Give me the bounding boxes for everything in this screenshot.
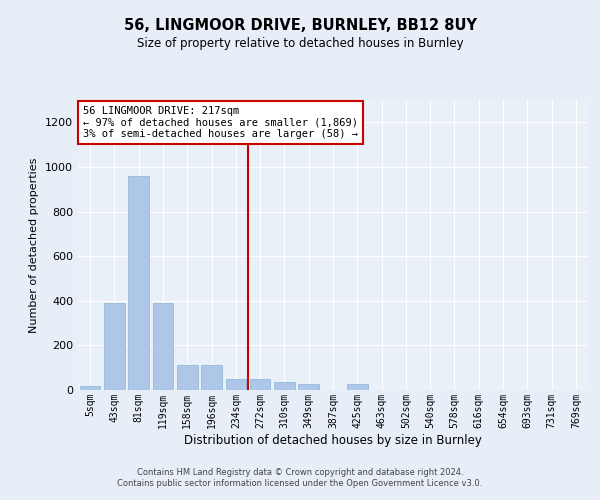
Text: Contains HM Land Registry data © Crown copyright and database right 2024.
Contai: Contains HM Land Registry data © Crown c… xyxy=(118,468,482,487)
Bar xyxy=(250,379,271,390)
Bar xyxy=(298,384,319,390)
Bar xyxy=(177,366,197,390)
Text: 56 LINGMOOR DRIVE: 217sqm
← 97% of detached houses are smaller (1,869)
3% of sem: 56 LINGMOOR DRIVE: 217sqm ← 97% of detac… xyxy=(83,106,358,139)
Bar xyxy=(347,384,368,390)
Bar xyxy=(152,303,173,390)
Bar xyxy=(80,386,100,390)
Text: Size of property relative to detached houses in Burnley: Size of property relative to detached ho… xyxy=(137,38,463,51)
X-axis label: Distribution of detached houses by size in Burnley: Distribution of detached houses by size … xyxy=(184,434,482,446)
Y-axis label: Number of detached properties: Number of detached properties xyxy=(29,158,40,332)
Bar xyxy=(274,382,295,390)
Text: 56, LINGMOOR DRIVE, BURNLEY, BB12 8UY: 56, LINGMOOR DRIVE, BURNLEY, BB12 8UY xyxy=(124,18,476,32)
Bar xyxy=(226,379,246,390)
Bar xyxy=(128,176,149,390)
Bar xyxy=(104,303,125,390)
Bar xyxy=(201,366,222,390)
